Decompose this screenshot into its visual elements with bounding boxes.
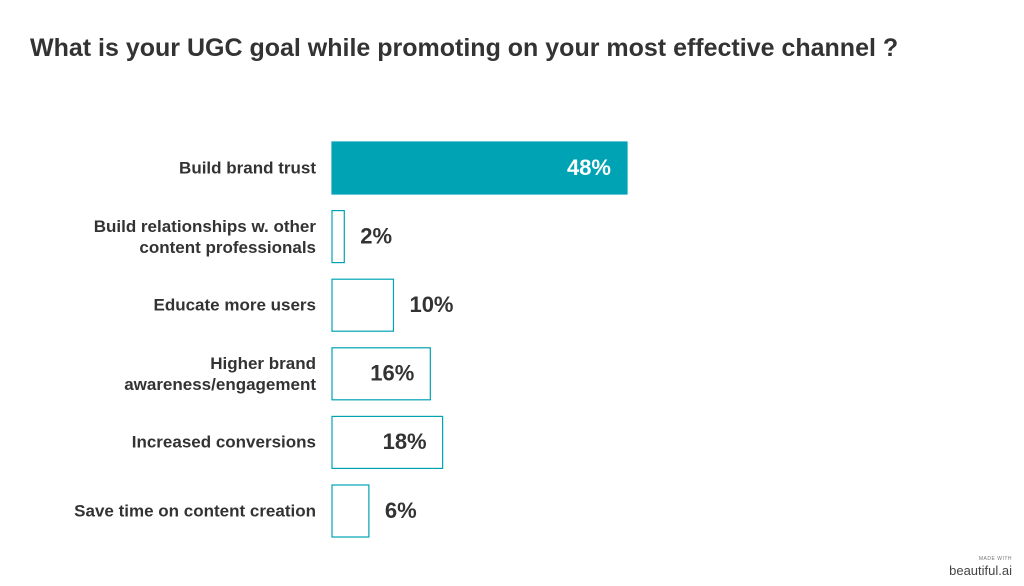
bar bbox=[331, 278, 395, 332]
footer-brand: beautiful.ai bbox=[949, 563, 1012, 578]
category-label: Educate more users bbox=[153, 295, 316, 315]
bar bbox=[331, 415, 444, 469]
category-label: Build brand trust bbox=[179, 158, 316, 178]
bar bbox=[331, 484, 370, 538]
category-label: Higher brand awareness/engagement bbox=[124, 353, 316, 394]
bar bbox=[331, 141, 628, 195]
value-label: 2% bbox=[360, 223, 392, 248]
chart-title: What is your UGC goal while promoting on… bbox=[30, 34, 899, 62]
value-label: 18% bbox=[383, 429, 427, 454]
category-label: Save time on content creation bbox=[74, 501, 316, 521]
category-label: Build relationships w. other content pro… bbox=[93, 216, 316, 257]
bar bbox=[331, 210, 345, 264]
value-label: 10% bbox=[409, 292, 453, 317]
value-label: 16% bbox=[370, 361, 414, 386]
footer-made-with: MADE WITH bbox=[978, 556, 1012, 562]
value-label: 48% bbox=[567, 155, 611, 180]
value-label: 6% bbox=[385, 498, 417, 523]
category-label: Increased conversions bbox=[131, 432, 316, 452]
bar bbox=[331, 347, 431, 401]
